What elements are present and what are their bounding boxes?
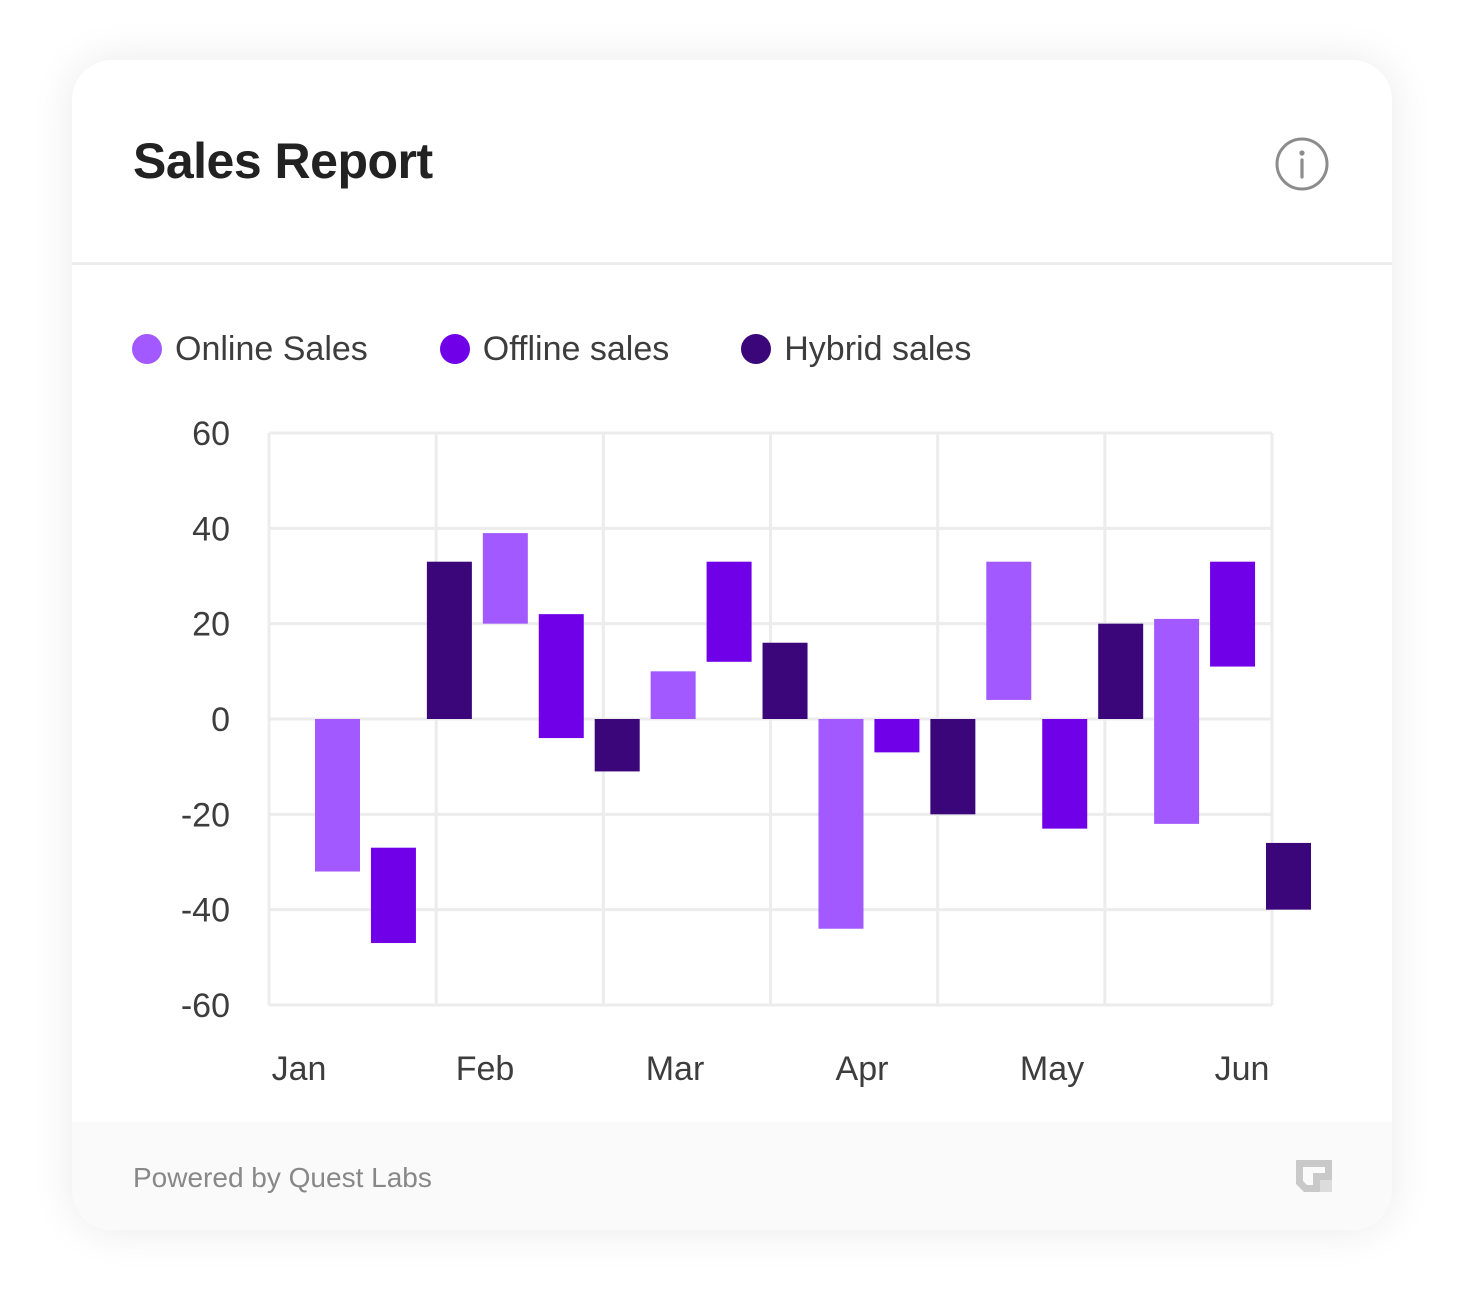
- card-header: Sales Report: [72, 60, 1392, 265]
- card-title: Sales Report: [133, 133, 433, 189]
- bar-online-sales-may: [986, 561, 1032, 700]
- bar-offline-sales-mar: [706, 561, 752, 662]
- bar-online-sales-jan: [315, 719, 360, 872]
- legend-item-hybrid-sales[interactable]: Hybrid sales: [741, 330, 971, 369]
- y-tick-label: 20: [192, 606, 230, 644]
- bar-hybrid-sales-jan: [426, 561, 472, 719]
- legend-item-offline-sales[interactable]: Offline sales: [439, 329, 670, 369]
- chart-legend: Online Sales Offline sales Hybrid sales: [132, 328, 1043, 370]
- y-tick-label: -40: [181, 892, 230, 930]
- bar-hybrid-sales-feb: [594, 719, 640, 772]
- bar-online-sales-mar: [650, 671, 696, 719]
- y-tick-label: 40: [192, 510, 230, 548]
- y-tick-label: 0: [211, 701, 230, 739]
- y-tick-label: -60: [181, 987, 230, 1025]
- legend-label: Hybrid sales: [784, 329, 972, 368]
- bar-hybrid-sales-may: [1098, 623, 1144, 719]
- bar-offline-sales-apr: [874, 719, 920, 753]
- bar-offline-sales-may: [1042, 719, 1088, 829]
- legend-dot: [132, 334, 162, 364]
- bar-offline-sales-jun: [1210, 561, 1256, 667]
- sales-chart: 60 40 20 0 -20 -40 -60 Jan Feb Mar Apr May Jun: [181, 415, 1311, 1088]
- legend-dot: [741, 334, 772, 364]
- bar-hybrid-sales-apr: [930, 719, 976, 815]
- bar-hybrid-sales-mar: [762, 642, 808, 719]
- bar-hybrid-sales-jun: [1266, 842, 1311, 910]
- bar-offline-sales-feb: [538, 614, 584, 739]
- bar-online-sales-jun: [1154, 618, 1200, 824]
- x-tick-label: Apr: [836, 1050, 889, 1088]
- y-tick-label: 60: [192, 415, 230, 453]
- sales-report-card: Sales Report Online Sales Offline sales Hy…: [72, 60, 1392, 1230]
- legend-item-online-sales[interactable]: Online Sales: [132, 330, 368, 369]
- x-tick-label: Feb: [456, 1050, 515, 1088]
- bar-offline-sales-jan: [370, 847, 416, 944]
- card-footer: Powered by Quest Labs: [72, 1122, 1392, 1230]
- legend-label: Online Sales: [175, 329, 368, 368]
- info-icon[interactable]: [1274, 136, 1330, 192]
- bar-online-sales-apr: [818, 719, 864, 929]
- legend-dot: [439, 334, 470, 364]
- legend-label: Offline sales: [482, 329, 670, 368]
- x-tick-label: Jan: [272, 1050, 327, 1088]
- bar-online-sales-feb: [482, 533, 528, 624]
- x-tick-label: Mar: [646, 1050, 705, 1088]
- x-tick-label: Jun: [1215, 1050, 1270, 1088]
- quest-labs-logo-icon[interactable]: [1294, 1158, 1334, 1194]
- y-tick-label: -20: [181, 796, 230, 834]
- x-tick-label: May: [1020, 1050, 1084, 1088]
- powered-by-text: Powered by Quest Labs: [133, 1162, 432, 1193]
